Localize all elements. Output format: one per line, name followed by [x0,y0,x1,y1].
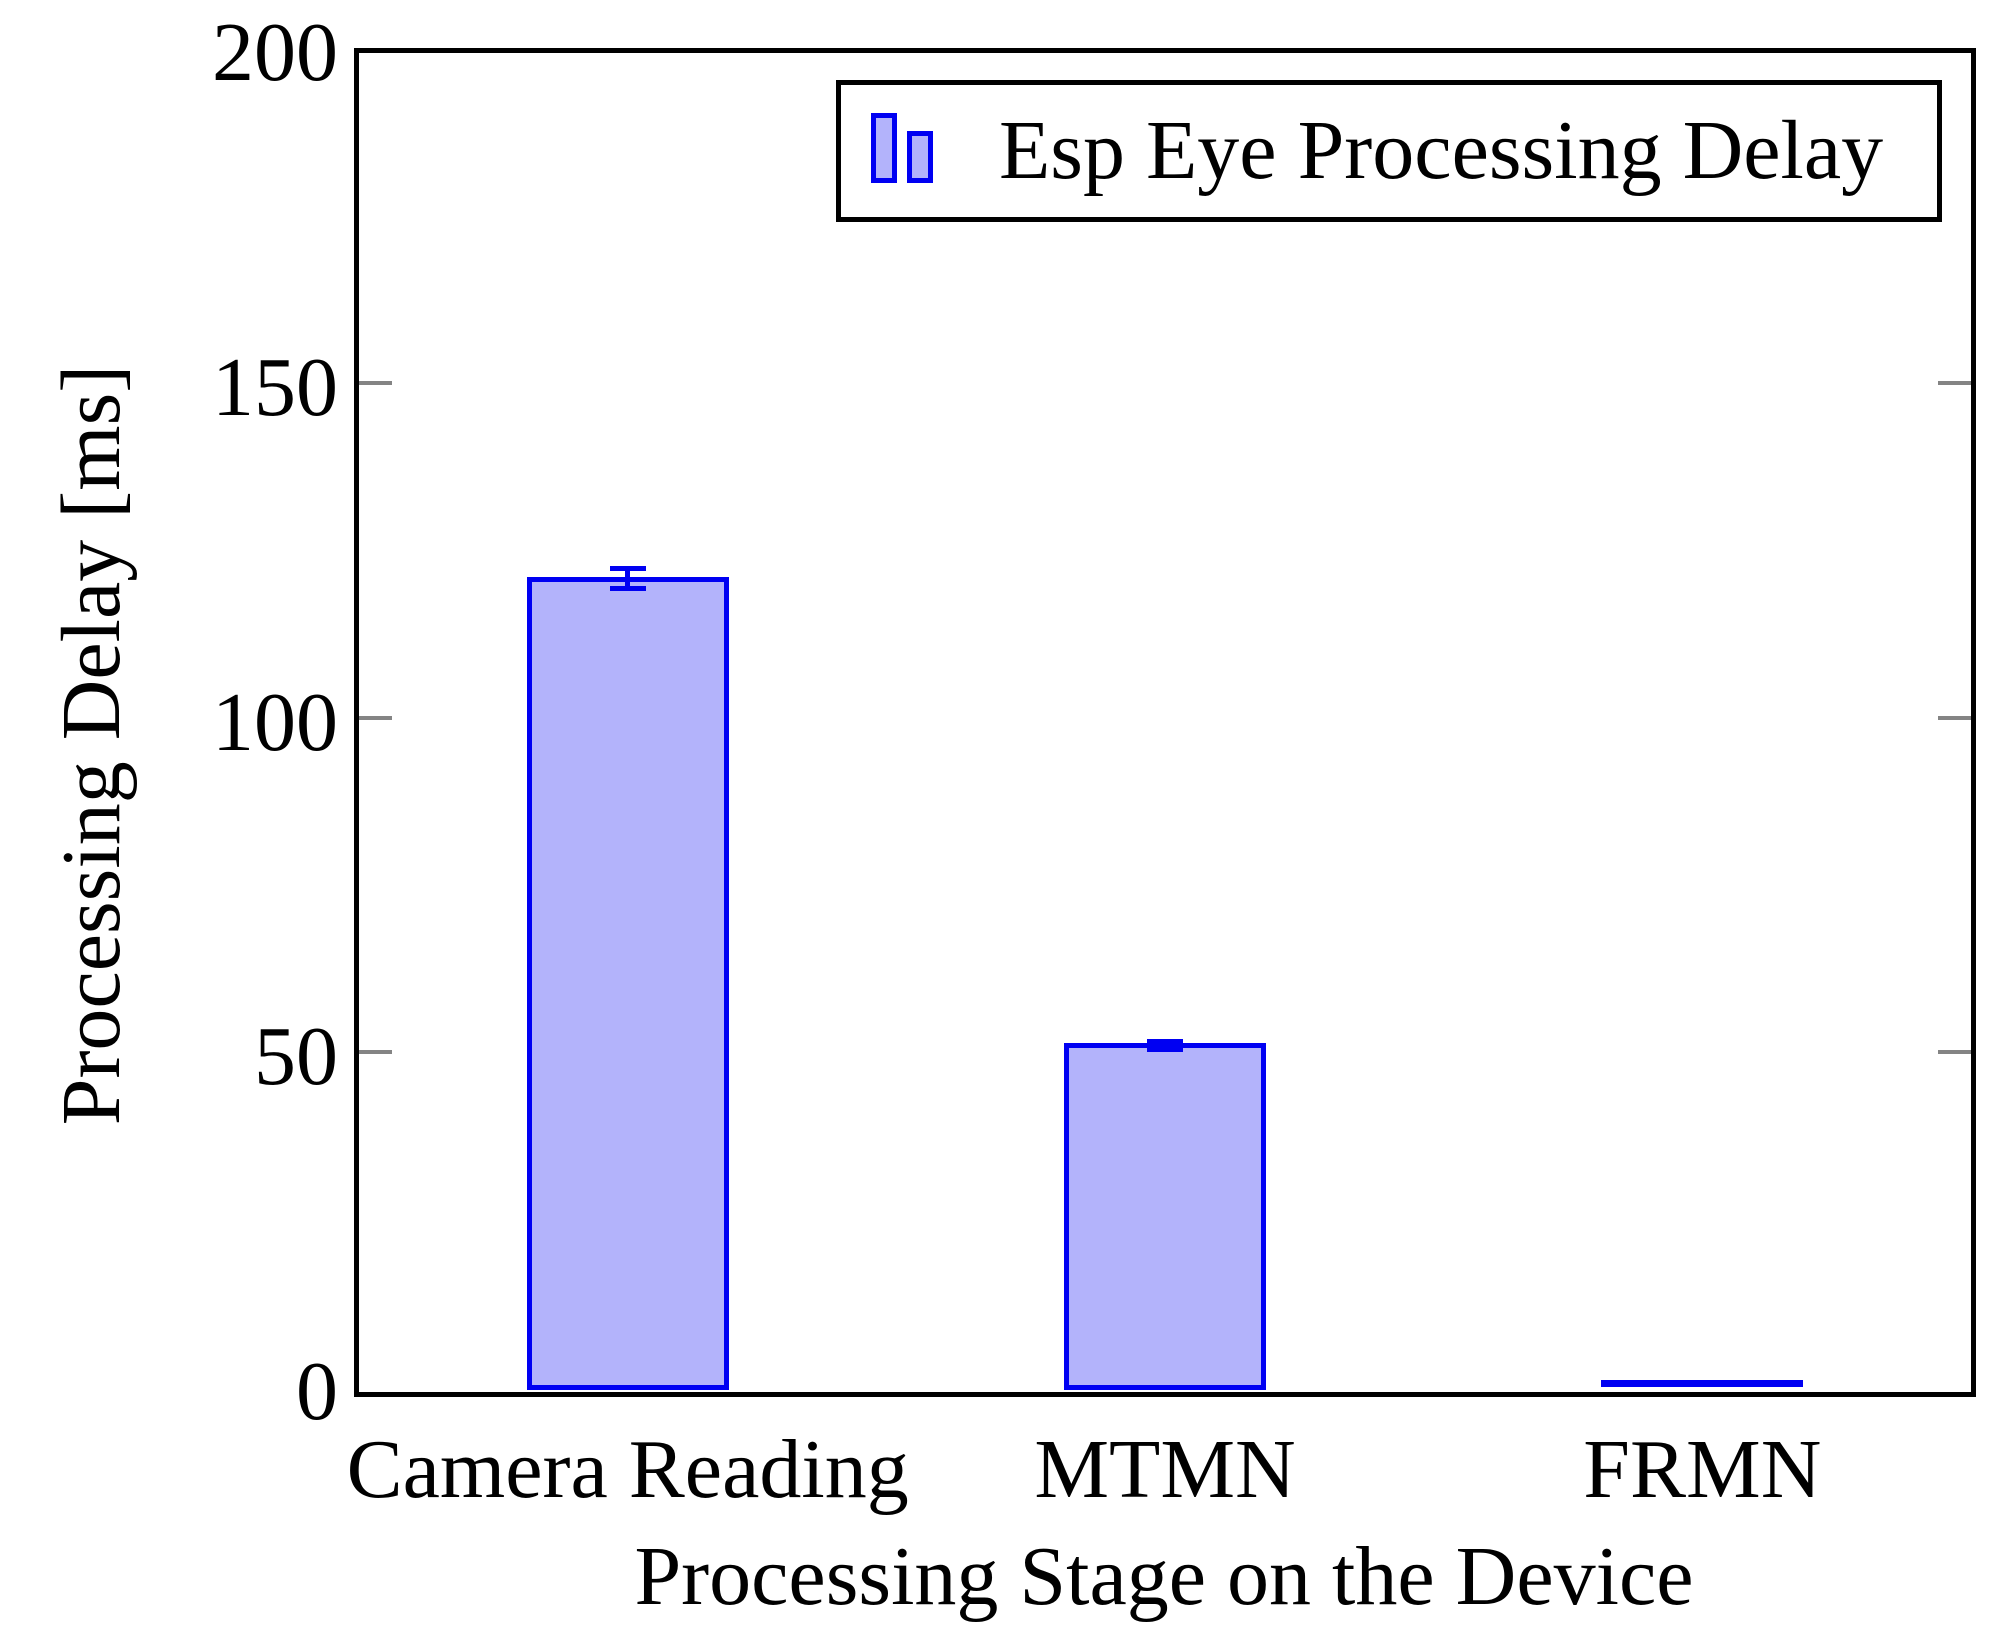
y-tick-mark-left [359,380,392,385]
bar-camera-reading [527,577,729,1390]
x-axis-label: Processing Stage on the Device [634,1530,1694,1623]
y-tick-label: 100 [212,675,338,769]
legend-bar-icon [907,131,933,183]
error-bar-cap [610,586,646,591]
y-tick-label: 150 [212,340,338,434]
error-bar-cap [1147,1039,1183,1044]
y-tick-label: 200 [212,6,338,99]
y-tick-label: 0 [296,1345,338,1438]
x-category-label: FRMN [1583,1423,1822,1516]
x-category-label: Camera Reading [346,1423,909,1516]
legend-box: Esp Eye Processing Delay [836,80,1942,222]
y-tick-mark-left [359,715,392,720]
bar-mtmn [1064,1043,1266,1390]
y-tick-mark-right [1938,1050,1971,1055]
error-bar-line [1163,1041,1168,1049]
bar-frmn [1601,1380,1803,1387]
legend-bar-icon [871,113,897,183]
error-bar-cap [610,566,646,571]
plot-area [354,48,1976,1397]
y-tick-mark-left [359,1050,392,1055]
y-tick-mark-right [1938,715,1971,720]
legend-entry-label: Esp Eye Processing Delay [999,104,1884,197]
y-tick-mark-right [1938,380,1971,385]
x-category-label: MTMN [1034,1423,1296,1516]
error-bar-line [625,569,630,589]
y-tick-label: 50 [254,1010,338,1104]
error-bar-cap [1147,1047,1183,1052]
